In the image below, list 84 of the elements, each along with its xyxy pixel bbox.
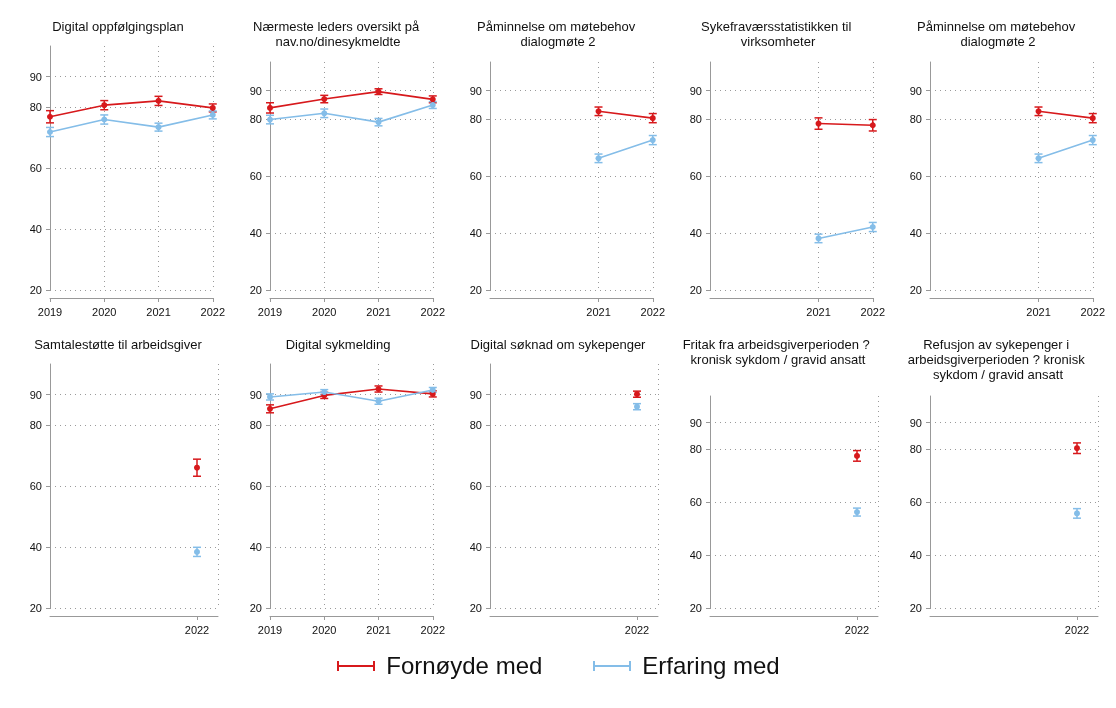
chart-title: Digital sykmelding: [285, 337, 391, 352]
x-tick-label: 2021: [366, 305, 391, 318]
x-tick-label: 2022: [624, 623, 650, 636]
y-tick-label: 80: [29, 101, 42, 113]
y-tick-label: 20: [469, 284, 482, 296]
y-tick-label: 40: [689, 549, 702, 561]
y-tick-label: 60: [909, 496, 922, 508]
x-tick-label: 2021: [806, 305, 831, 318]
x-tick-label: 2022: [420, 623, 446, 636]
y-tick-label: 90: [29, 70, 42, 83]
y-tick-label: 60: [29, 480, 42, 492]
chart-title: Fritak fra arbeidsgiverperioden ? kronisk sykdom / gravid ansatt: [682, 337, 874, 367]
legend-label: Fornøyde med: [386, 652, 543, 680]
chart-title: Samtalestøtte til arbeidsgiver: [34, 337, 203, 352]
y-tick-label: 80: [909, 443, 922, 455]
x-tick-label: 2019: [257, 305, 283, 318]
x-tick-label: 2021: [586, 305, 611, 318]
y-tick-label: 90: [469, 84, 482, 97]
x-tick-label: 2021: [1026, 305, 1051, 318]
y-tick-label: 60: [689, 170, 702, 182]
y-tick-label: 20: [29, 284, 42, 296]
y-tick-label: 90: [689, 84, 702, 97]
y-tick-label: 60: [249, 480, 262, 492]
y-tick-label: 80: [689, 113, 702, 125]
y-tick-label: 60: [29, 162, 42, 174]
x-tick-label: 2021: [366, 623, 391, 636]
x-tick-label: 2021: [146, 305, 171, 318]
y-tick-label: 60: [909, 170, 922, 182]
y-tick-label: 90: [689, 416, 702, 429]
y-tick-label: 80: [469, 419, 482, 431]
x-tick-label: 2020: [312, 305, 337, 318]
y-tick-label: 90: [249, 84, 262, 97]
chart-title: Påminnelse om møtebehov dialogmøte 2: [477, 19, 639, 49]
x-tick-label: 2022: [200, 305, 226, 318]
y-tick-label: 20: [689, 602, 702, 614]
y-tick-label: 40: [29, 541, 42, 553]
x-tick-label: 2020: [92, 305, 117, 318]
y-tick-label: 80: [469, 113, 482, 125]
x-tick-label: 2022: [640, 305, 666, 318]
chart-title: Påminnelse om møtebehov dialogmøte 2: [917, 19, 1079, 49]
y-tick-label: 60: [689, 496, 702, 508]
y-tick-label: 90: [469, 388, 482, 401]
y-tick-label: 40: [249, 541, 262, 553]
y-tick-label: 40: [469, 227, 482, 239]
y-tick-label: 90: [249, 388, 262, 401]
y-tick-label: 20: [249, 602, 262, 614]
y-tick-label: 20: [909, 284, 922, 296]
y-tick-label: 90: [29, 388, 42, 401]
x-tick-label: 2022: [844, 623, 870, 636]
x-tick-label: 2022: [420, 305, 446, 318]
y-tick-label: 90: [909, 84, 922, 97]
y-tick-label: 20: [909, 602, 922, 614]
chart-title: Refusjon av sykepenger i arbeidsgiverperioden ? kronisk sykdom / gravid ansatt: [907, 337, 1089, 382]
y-tick-label: 20: [689, 284, 702, 296]
y-tick-label: 60: [469, 170, 482, 182]
y-tick-label: 40: [29, 223, 42, 235]
y-tick-label: 90: [909, 416, 922, 429]
y-tick-label: 80: [689, 443, 702, 455]
x-tick-label: 2022: [860, 305, 886, 318]
chart-title: Nærmeste leders oversikt på nav.no/dinesykmeldte: [253, 19, 423, 49]
y-tick-label: 40: [909, 227, 922, 239]
chart-title: Sykefraværsstatistikken til virksomheter: [701, 19, 855, 49]
y-tick-label: 20: [29, 602, 42, 614]
y-tick-label: 40: [689, 227, 702, 239]
y-tick-label: 40: [909, 549, 922, 561]
chart-title: Digital oppfølgingsplan: [52, 19, 184, 34]
x-tick-label: 2019: [37, 305, 63, 318]
y-tick-label: 80: [249, 419, 262, 431]
y-tick-label: 40: [469, 541, 482, 553]
chart-title: Digital søknad om sykepenger: [470, 337, 647, 352]
y-tick-label: 60: [249, 170, 262, 182]
y-tick-label: 80: [249, 113, 262, 125]
y-tick-label: 80: [909, 113, 922, 125]
legend-label: Erfaring med: [642, 652, 780, 680]
x-tick-label: 2022: [1080, 305, 1106, 318]
y-tick-label: 40: [249, 227, 262, 239]
x-tick-label: 2020: [312, 623, 337, 636]
x-tick-label: 2022: [184, 623, 210, 636]
y-tick-label: 80: [29, 419, 42, 431]
x-tick-label: 2019: [257, 623, 283, 636]
y-tick-label: 20: [249, 284, 262, 296]
y-tick-label: 60: [469, 480, 482, 492]
x-tick-label: 2022: [1064, 623, 1090, 636]
y-tick-label: 20: [469, 602, 482, 614]
